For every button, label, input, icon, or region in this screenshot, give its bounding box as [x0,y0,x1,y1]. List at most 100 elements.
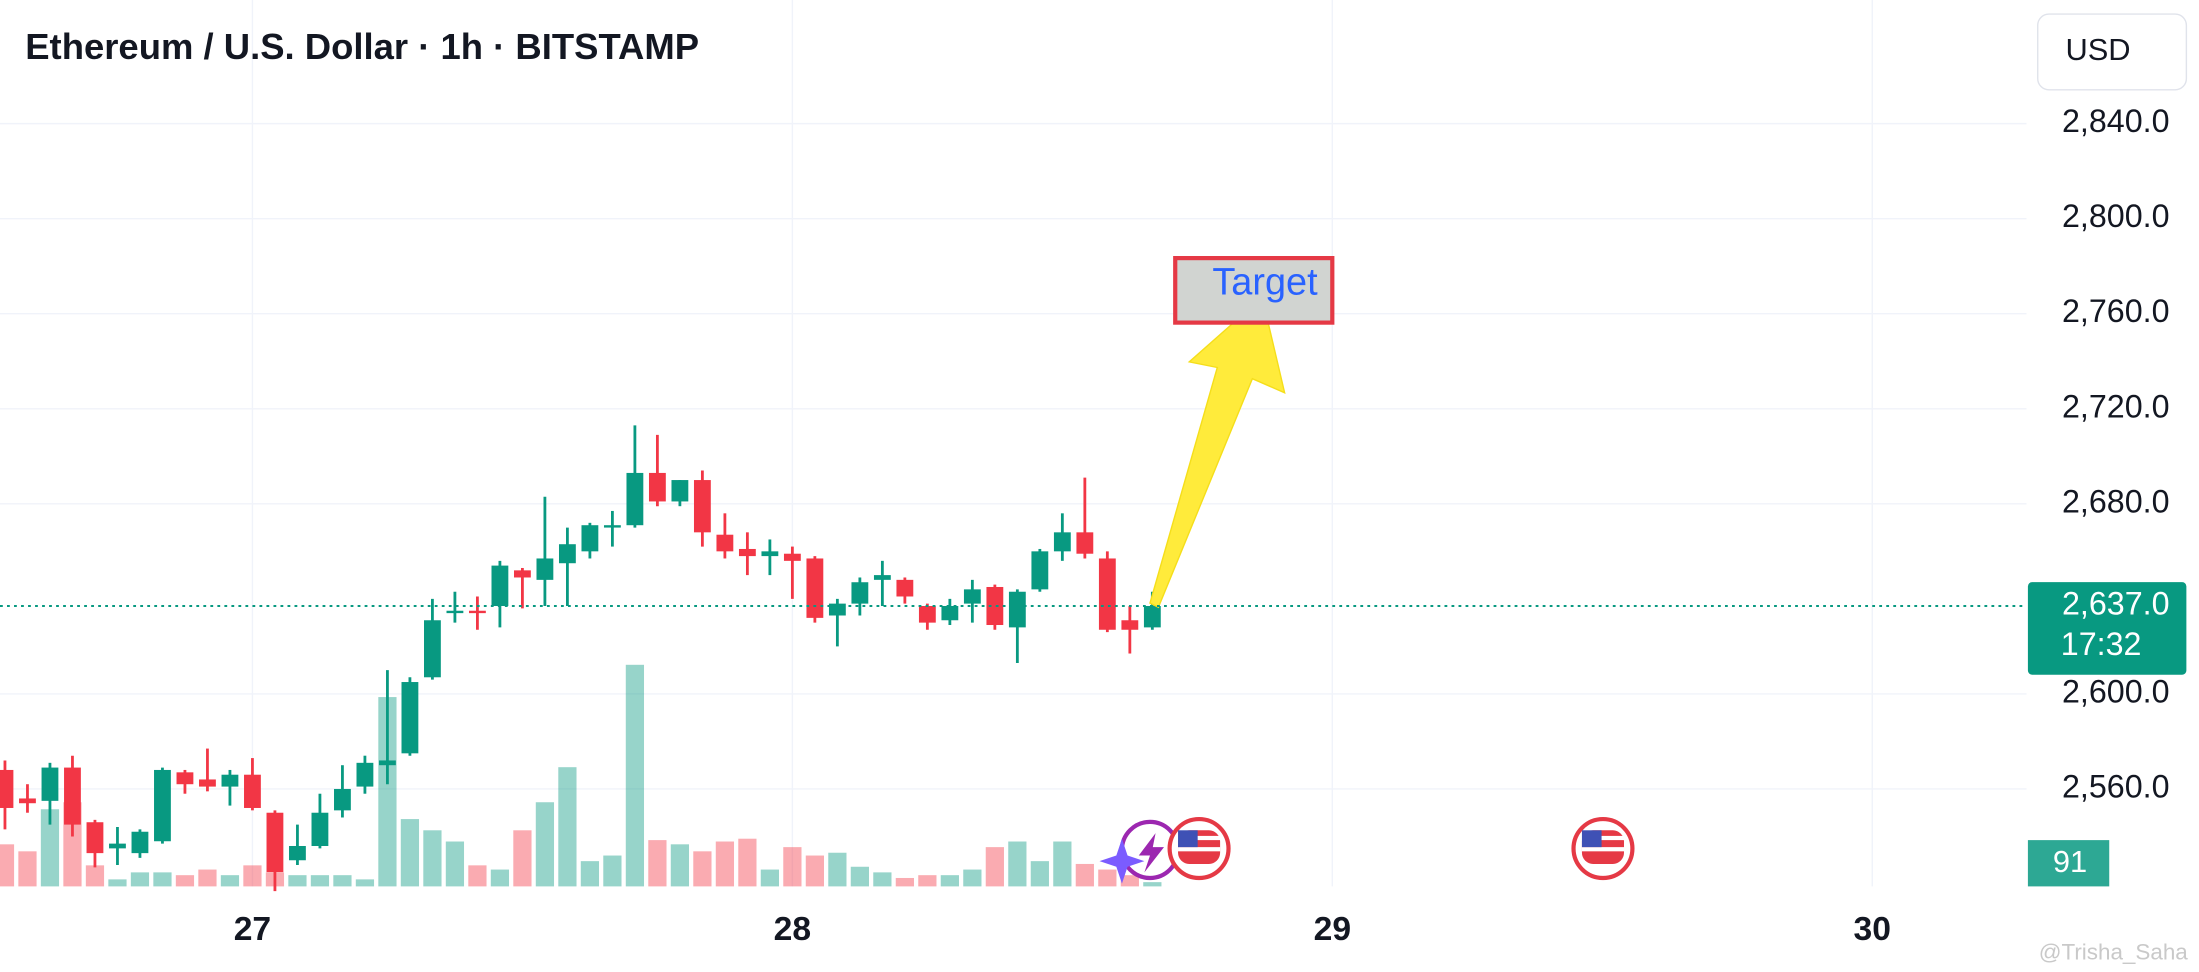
candle-body [761,551,779,557]
volume-tag [2027,840,2110,887]
candle-body [266,812,284,873]
y-tick-label: 2,600.0 [2062,673,2170,709]
price-tag [2027,582,2187,675]
volume-bar [535,802,555,887]
y-tick-label: 2,760.0 [2062,293,2170,329]
candle-body [86,822,104,854]
volume-bar [198,869,217,887]
candle-body [1121,620,1139,630]
candle-body [289,845,306,861]
volume-bar [310,875,330,887]
x-tick-label: 27 [234,911,271,948]
volume-bar [648,840,667,887]
flag-stripe [1178,847,1221,852]
volume-bar [513,830,532,887]
volume-bar [175,875,195,887]
volume-bar [895,877,914,887]
volume-bar [715,841,735,887]
flag-stripe [1581,847,1625,852]
volume-bar [85,865,105,887]
volume-bar [468,865,487,887]
volume-bar [760,869,779,887]
candle-body [446,610,464,614]
volume-bar [940,875,959,887]
candle-body [851,582,869,604]
volume-bar [828,852,847,887]
volume-bar [423,830,442,887]
candle-body [311,812,329,846]
candle-body [379,760,396,766]
candle-body [41,767,59,801]
currency-button[interactable] [2037,13,2188,91]
candle-body [716,534,734,552]
candle-body [648,472,666,502]
event-icons [1099,816,1635,884]
candle-body [1076,532,1094,554]
candle-body [199,779,216,787]
flag-canton [1178,830,1198,848]
candle-body [828,603,846,616]
candle-body [334,788,351,811]
volume-bar [603,855,622,887]
candle-body [1053,532,1071,552]
candle-body [738,548,756,557]
lightning [1138,833,1165,873]
candle-body [986,586,1004,626]
volume-bar [1143,882,1162,887]
volume-bar [243,865,262,887]
x-tick-label: 29 [1314,911,1351,948]
flag-canton [1581,830,1602,848]
candle-body [1031,551,1049,590]
volume-layer [0,664,1162,887]
candle-body [603,525,621,528]
volume-bar [108,879,127,887]
volume-bar [783,847,802,887]
candle-body [0,769,14,808]
sparkle [1099,838,1145,884]
candle-body [873,575,891,580]
candle-body [536,558,554,580]
volume-bar [490,869,510,887]
flag-stripe [1178,835,1221,841]
candle-body [109,843,126,849]
candle-body [19,798,36,804]
candle-body [693,480,711,533]
candle-body [896,579,914,597]
currency-label[interactable]: USD [2065,32,2130,67]
volume-bar [985,847,1004,887]
volume-bar [333,875,352,887]
countdown-label: 17:32 [2061,626,2142,662]
volume-bar [850,866,869,887]
price-tag-label: 2,637.0 [2062,586,2170,622]
flag-stripe [1581,835,1625,841]
candle-body [1008,591,1026,628]
candle-body [244,774,261,808]
target-label: Target [1212,262,1318,304]
volume-bar [18,851,37,887]
volume-bar [1120,875,1139,887]
volume-bar [693,851,712,887]
candle-body [468,610,486,614]
chart-title: Ethereum / U.S. Dollar · 1h · BITSTAMP [25,26,699,67]
candle-body [64,767,81,825]
volume-bar [1098,869,1117,887]
volume-bar [40,809,60,887]
volume-bar [1075,863,1094,887]
candle-body [401,682,419,754]
candle-body [154,769,171,842]
volume-bar [1030,861,1049,887]
arrow [1149,296,1286,609]
volume-bar [355,879,375,887]
candle-body [918,605,936,623]
grid [0,0,2027,887]
volume-bar [580,861,600,887]
volume-bar [558,767,577,887]
candle-body [626,472,644,526]
y-tick-label: 2,720.0 [2062,388,2170,424]
volume-bar [963,869,982,887]
volume-bar [445,841,465,887]
volume-bar [0,844,15,887]
y-tick-label: 2,840.0 [2062,103,2170,139]
